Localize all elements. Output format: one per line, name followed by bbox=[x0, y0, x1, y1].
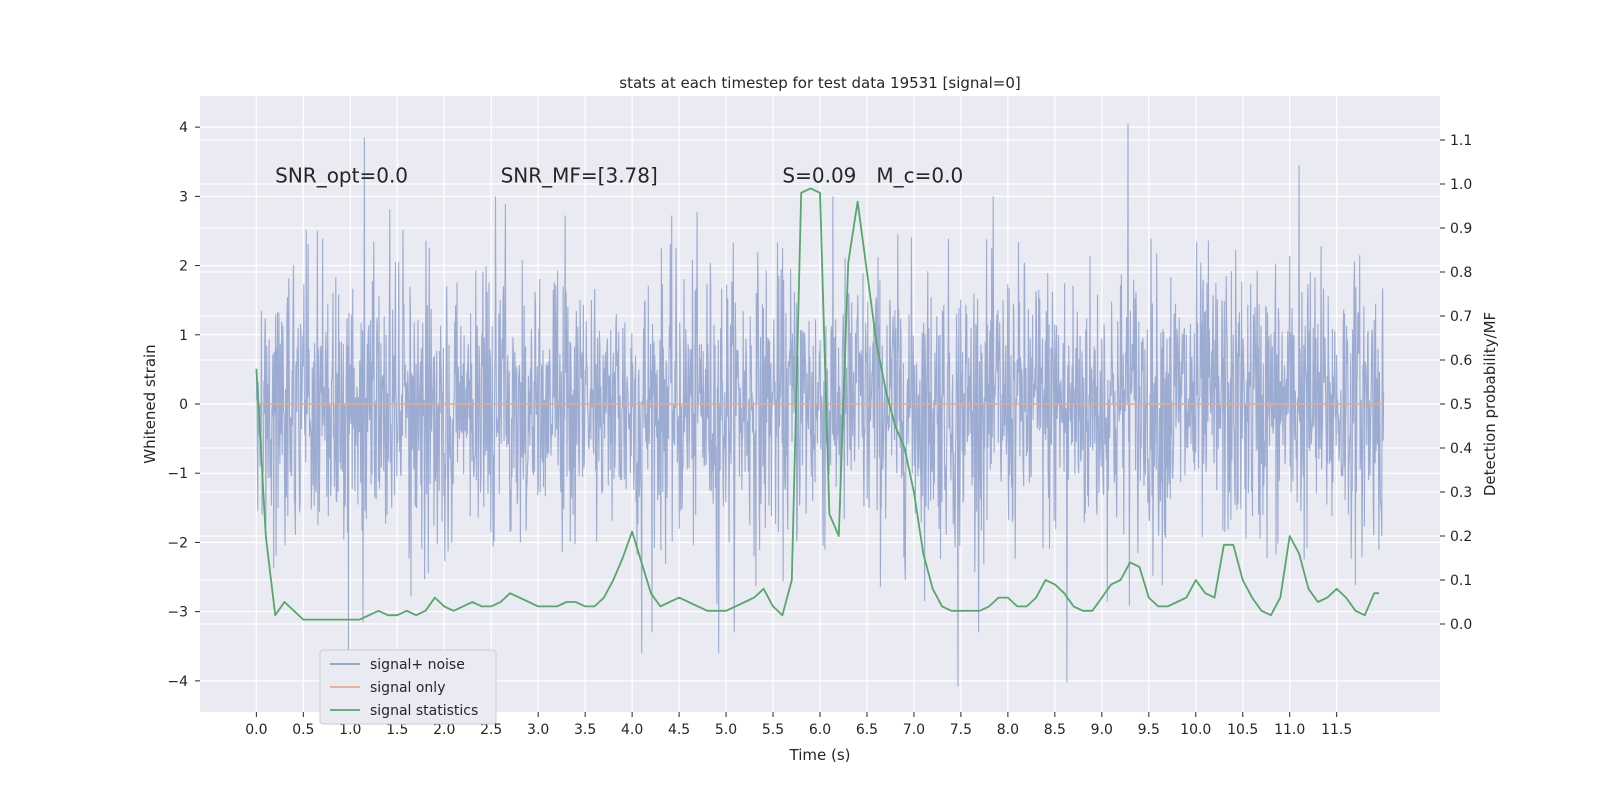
y2-tick-label: 0.5 bbox=[1450, 397, 1472, 413]
y2-tick-label: 0.2 bbox=[1450, 529, 1472, 545]
legend-label-signal-statistics: signal statistics bbox=[370, 703, 478, 719]
x-tick-label: 7.5 bbox=[950, 722, 972, 738]
y2-tick-label: 1.0 bbox=[1450, 177, 1472, 193]
annotation-text: SNR_opt=0.0 bbox=[275, 164, 408, 188]
x-tick-label: 6.0 bbox=[809, 722, 831, 738]
legend-label-signal-only: signal only bbox=[370, 680, 445, 696]
series-signal-statistics bbox=[255, 187, 1379, 621]
y-tick-label: −2 bbox=[167, 535, 188, 551]
x-tick-label: 7.0 bbox=[903, 722, 925, 738]
x-tick-label: 0.5 bbox=[292, 722, 314, 738]
y-tick-label: 0 bbox=[179, 397, 188, 413]
y-tick-label: 1 bbox=[179, 328, 188, 344]
x-tick-label: 5.0 bbox=[715, 722, 737, 738]
x-tick-label: 4.0 bbox=[621, 722, 643, 738]
signal-noise-line bbox=[255, 123, 1385, 687]
y2-tick-label: 0.9 bbox=[1450, 221, 1472, 237]
y-tick-label: 3 bbox=[179, 189, 188, 205]
y-tick-label: −4 bbox=[167, 674, 188, 690]
series-signal-noise bbox=[255, 123, 1385, 687]
grid-horizontal-lines-right bbox=[200, 139, 1440, 625]
y-axis-right-label: Detection probability/MF bbox=[1481, 312, 1499, 496]
annotations: SNR_opt=0.0 SNR_MF=[3.78] S=0.09 M_c=0.0 bbox=[275, 164, 963, 188]
x-tick-label: 4.5 bbox=[668, 722, 690, 738]
y2-tick-label: 0.7 bbox=[1450, 309, 1472, 325]
x-tick-label: 10.0 bbox=[1180, 722, 1211, 738]
annotation-text: M_c=0.0 bbox=[876, 164, 963, 188]
x-tick-label: 11.5 bbox=[1321, 722, 1352, 738]
x-tick-label: 1.5 bbox=[386, 722, 408, 738]
y-tick-label: −3 bbox=[167, 605, 188, 621]
x-tick-label: 9.0 bbox=[1091, 722, 1113, 738]
y-axis-left-ticks: 4 3 2 1 0 −1 −2 −3 −4 bbox=[167, 120, 200, 690]
x-tick-label: 1.0 bbox=[339, 722, 361, 738]
x-tick-label: 3.0 bbox=[527, 722, 549, 738]
legend-label-signal-noise: signal+ noise bbox=[370, 657, 465, 673]
y2-tick-label: 0.0 bbox=[1450, 617, 1472, 633]
legend: signal+ noise signal only signal statist… bbox=[319, 649, 497, 725]
y-axis-right-ticks: 1.1 1.0 0.9 0.8 0.7 0.6 0.5 0.4 0.3 0.2 0.1 0.0 bbox=[1440, 133, 1472, 633]
x-tick-label: 3.5 bbox=[574, 722, 596, 738]
y2-tick-label: 0.8 bbox=[1450, 265, 1472, 281]
y-tick-label: −1 bbox=[167, 466, 188, 482]
x-tick-label: 6.5 bbox=[856, 722, 878, 738]
y-axis-left-label: Whitened strain bbox=[141, 344, 159, 463]
chart-title: stats at each timestep for test data 195… bbox=[619, 74, 1020, 92]
y2-tick-label: 0.6 bbox=[1450, 353, 1472, 369]
y-tick-label: 2 bbox=[179, 259, 188, 275]
annotation-text: S=0.09 bbox=[782, 164, 856, 188]
y2-tick-label: 0.3 bbox=[1450, 485, 1472, 501]
x-tick-label: 10.5 bbox=[1227, 722, 1258, 738]
x-axis-label: Time (s) bbox=[789, 746, 851, 764]
y2-tick-label: 0.1 bbox=[1450, 573, 1472, 589]
grid-horizontal-lines bbox=[200, 126, 1440, 682]
x-tick-label: 9.5 bbox=[1138, 722, 1160, 738]
x-tick-label: 0.0 bbox=[245, 722, 267, 738]
x-tick-label: 8.5 bbox=[1044, 722, 1066, 738]
annotation-text: SNR_MF=[3.78] bbox=[501, 164, 658, 188]
y2-tick-label: 1.1 bbox=[1450, 133, 1472, 149]
y-tick-label: 4 bbox=[179, 120, 188, 136]
x-tick-label: 5.5 bbox=[762, 722, 784, 738]
x-tick-label: 11.0 bbox=[1274, 722, 1305, 738]
signal-statistics-line bbox=[255, 187, 1379, 621]
y2-tick-label: 0.4 bbox=[1450, 441, 1472, 457]
x-tick-label: 2.0 bbox=[433, 722, 455, 738]
x-tick-label: 2.5 bbox=[480, 722, 502, 738]
x-tick-label: 8.0 bbox=[997, 722, 1019, 738]
legend-box bbox=[319, 649, 497, 725]
x-axis-ticks: 0.0 0.5 1.0 1.5 2.0 2.5 3.0 3.5 4.0 4.5 5.0 5.5 6.0 6… bbox=[245, 712, 1352, 738]
